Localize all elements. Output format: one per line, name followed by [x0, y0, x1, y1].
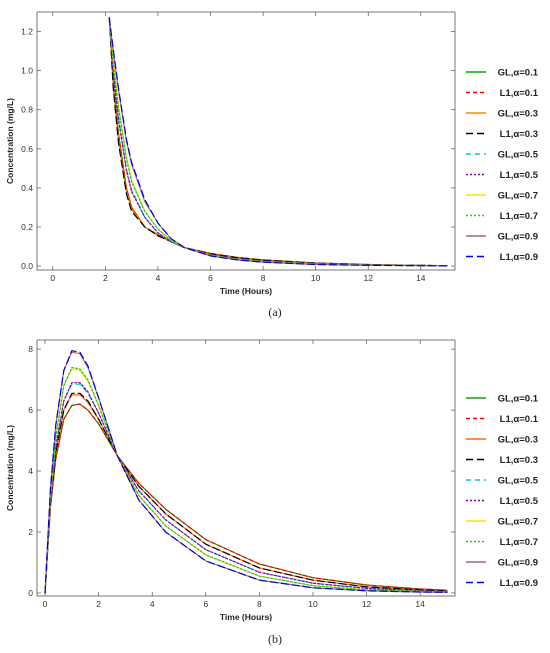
series-line — [44, 368, 448, 594]
legend-label: L1,α=0.9 — [500, 578, 538, 589]
legend-label: L1,α=0.7 — [500, 211, 538, 222]
x-axis-title: Time (Hours) — [220, 286, 272, 296]
series-line — [108, 17, 448, 267]
series-line — [108, 17, 448, 267]
y-tick-label: 1.2 — [21, 27, 33, 37]
figure-caption: (a) — [268, 305, 281, 319]
legend-label: GL,α=0.7 — [498, 517, 538, 528]
y-tick-label: 1.0 — [21, 66, 33, 76]
y-tick-label: 0.6 — [21, 144, 33, 154]
legend-label: L1,α=0.1 — [500, 88, 539, 99]
series-line — [108, 17, 448, 267]
y-tick-label: 2 — [28, 527, 33, 537]
y-tick-label: 0.2 — [21, 222, 33, 232]
legend-label: L1,α=0.7 — [500, 537, 538, 548]
series-line — [44, 350, 448, 594]
y-tick-label: 4 — [28, 466, 33, 476]
x-tick-label: 12 — [362, 599, 372, 609]
y-tick-label: 0.4 — [21, 183, 33, 193]
series-line — [44, 366, 448, 594]
legend-label: L1,α=0.5 — [500, 496, 539, 507]
x-tick-label: 14 — [415, 599, 425, 609]
x-tick-label: 14 — [416, 273, 426, 283]
legend-label: L1,α=0.9 — [500, 252, 538, 263]
x-axis-title: Time (Hours) — [220, 612, 272, 622]
series-line — [44, 351, 448, 594]
plot-frame — [36, 339, 456, 597]
legend-label: GL,α=0.5 — [498, 476, 539, 487]
legend-label: L1,α=0.1 — [500, 414, 539, 425]
series-line — [108, 17, 448, 267]
series-line — [108, 17, 448, 267]
x-tick-label: 6 — [208, 273, 213, 283]
x-tick-label: 2 — [103, 273, 108, 283]
y-tick-label: 0 — [28, 588, 33, 598]
series-line — [108, 17, 448, 267]
series-line — [108, 17, 448, 267]
y-tick-label: 0.8 — [21, 105, 33, 115]
legend-label: GL,α=0.3 — [498, 109, 538, 120]
x-tick-label: 4 — [150, 599, 155, 609]
x-tick-label: 8 — [261, 273, 266, 283]
legend-label: L1,α=0.3 — [500, 129, 538, 140]
x-tick-label: 0 — [50, 273, 55, 283]
series-lines — [108, 17, 448, 267]
series-lines — [44, 350, 448, 594]
legend-label: GL,α=0.3 — [498, 435, 538, 446]
series-line — [108, 17, 448, 267]
x-tick-label: 10 — [311, 273, 321, 283]
x-tick-label: 8 — [257, 599, 262, 609]
x-tick-label: 0 — [43, 599, 48, 609]
legend-label: L1,α=0.3 — [500, 455, 538, 466]
chart-b: 0 2 4 6 8 10 12 14 0 2 4 6 8 Time (Hours) Concentratio… — [5, 339, 539, 646]
legend-label: GL,α=0.1 — [498, 68, 539, 79]
legend-label: GL,α=0.9 — [498, 558, 538, 569]
series-line — [44, 392, 448, 594]
x-tick-label: 6 — [203, 599, 208, 609]
chart-a: 0 2 4 6 8 10 12 14 0.0 0.2 0.4 0.6 0.8 1.0 1.2 Time (Ho… — [5, 11, 539, 319]
y-tick-label: 6 — [28, 405, 33, 415]
series-line — [108, 17, 448, 267]
y-axis-title: Concentration (mg/L) — [5, 425, 15, 511]
y-axis-title: Concentration (mg/L) — [5, 98, 15, 184]
legend-label: L1,α=0.5 — [500, 170, 539, 181]
x-tick-label: 12 — [364, 273, 374, 283]
y-tick-label: 8 — [28, 344, 33, 354]
figure-caption: (b) — [268, 632, 282, 646]
y-tick-label: 0.0 — [21, 261, 33, 271]
legend-label: GL,α=0.5 — [498, 150, 539, 161]
series-line — [108, 17, 448, 267]
series-line — [44, 403, 448, 594]
x-tick-label: 4 — [156, 273, 161, 283]
x-tick-label: 10 — [308, 599, 318, 609]
legend-label: GL,α=0.9 — [498, 232, 538, 243]
legend-label: GL,α=0.1 — [498, 394, 539, 405]
plot-frame — [36, 11, 456, 271]
x-tick-label: 2 — [96, 599, 101, 609]
legend-label: GL,α=0.7 — [498, 191, 538, 202]
